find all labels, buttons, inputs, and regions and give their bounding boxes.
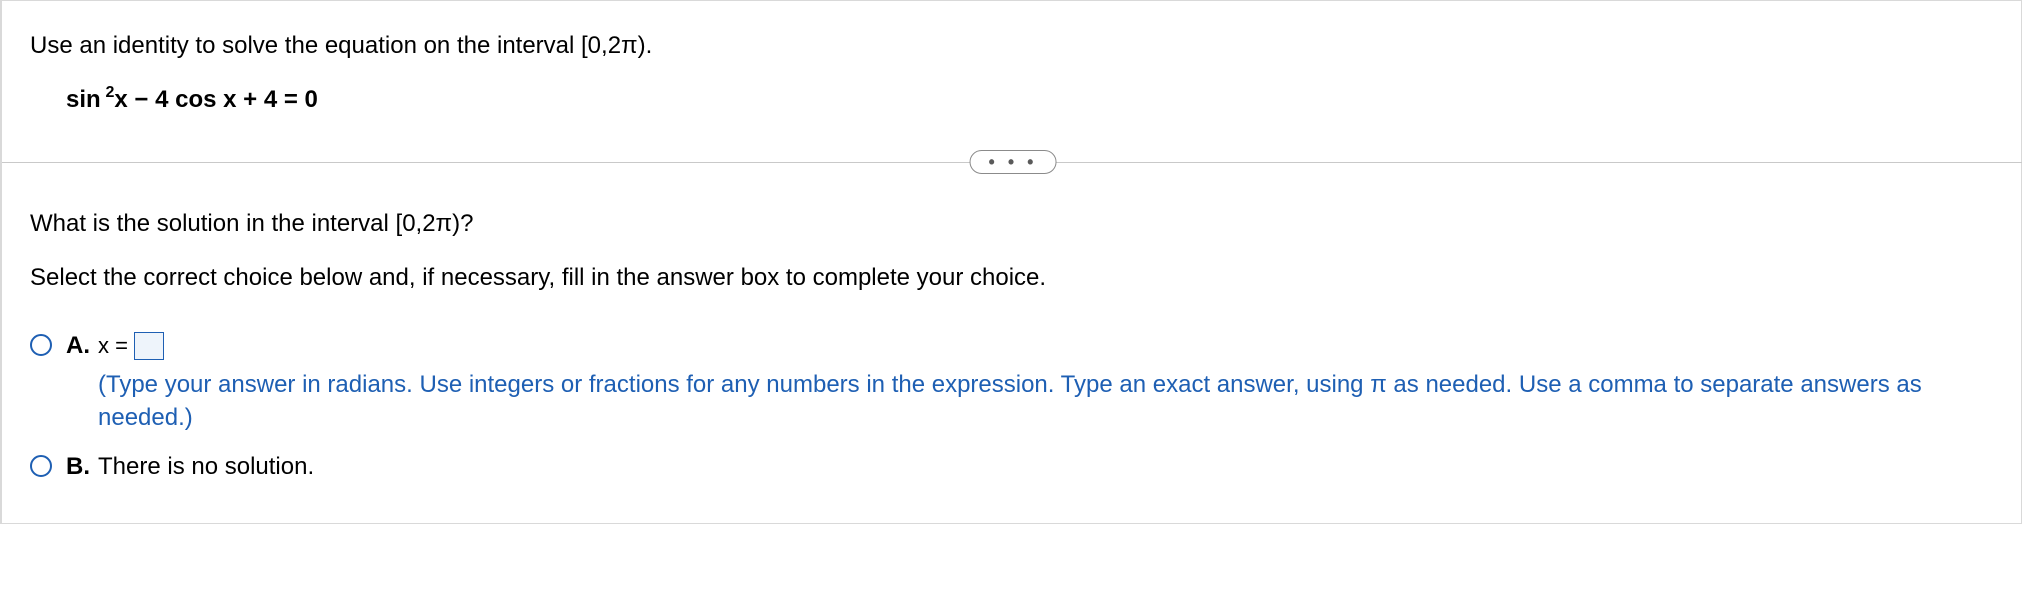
option-a-radio[interactable] bbox=[30, 334, 52, 356]
option-a-input[interactable] bbox=[134, 332, 164, 360]
option-a-row: A. x = (Type your answer in radians. Use… bbox=[30, 332, 2021, 435]
instruction-text: Select the correct choice below and, if … bbox=[30, 264, 2021, 292]
equation: sin 2x − 4 cos x + 4 = 0 bbox=[66, 85, 2021, 114]
section-divider: • • • bbox=[2, 150, 2022, 174]
expand-pill-button[interactable]: • • • bbox=[970, 150, 1057, 174]
option-a-body: x = (Type your answer in radians. Use in… bbox=[98, 332, 2021, 435]
option-a-hint: (Type your answer in radians. Use intege… bbox=[98, 368, 1993, 435]
option-b-text: There is no solution. bbox=[98, 453, 2021, 481]
option-b-row: B. There is no solution. bbox=[30, 453, 2021, 481]
option-a-expression: x = bbox=[98, 332, 1993, 360]
followup-question: What is the solution in the interval [0,… bbox=[30, 210, 2021, 238]
option-b-radio[interactable] bbox=[30, 455, 52, 477]
option-b-letter: B. bbox=[66, 453, 98, 481]
option-a-lead: x = bbox=[98, 333, 128, 359]
question-card: Use an identity to solve the equation on… bbox=[0, 0, 2022, 524]
option-a-letter: A. bbox=[66, 332, 98, 360]
prompt-text: Use an identity to solve the equation on… bbox=[30, 29, 2021, 63]
